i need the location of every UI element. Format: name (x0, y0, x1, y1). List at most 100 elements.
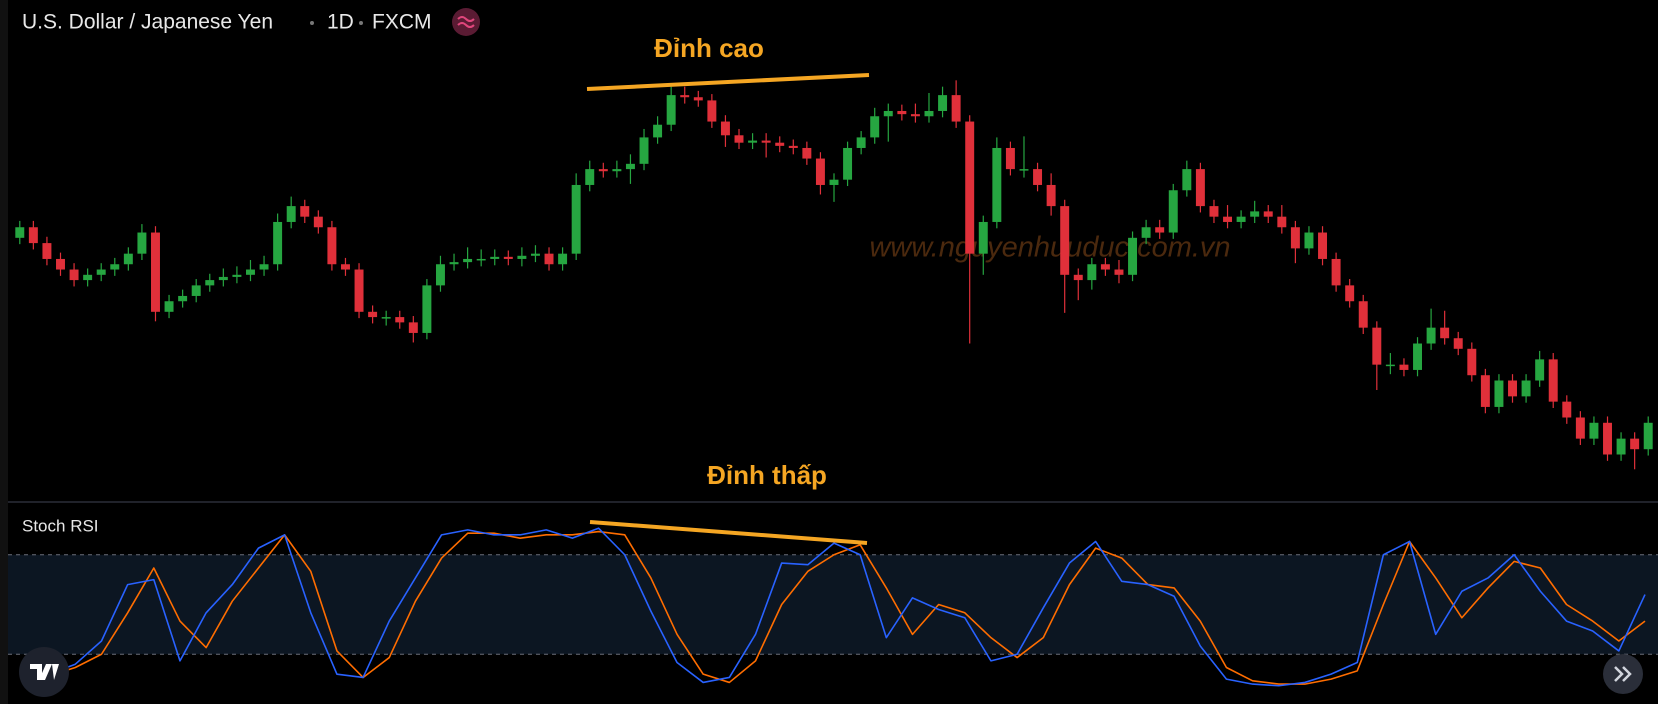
candle-body (1440, 327, 1450, 339)
candle-body (313, 216, 323, 228)
candle-body (1453, 338, 1463, 349)
candle-body (680, 95, 690, 98)
candles (15, 80, 1653, 470)
candle-body (829, 179, 839, 185)
candle-body (612, 169, 622, 172)
candle-body (1209, 206, 1219, 217)
candle-body (1236, 216, 1246, 222)
candle-body (1114, 269, 1124, 275)
candle-body (883, 110, 893, 117)
candle-body (1535, 359, 1545, 381)
candle-body (1141, 227, 1151, 238)
candle-body (137, 232, 147, 254)
candle-body (558, 253, 568, 265)
annotation: Đỉnh thấp (707, 460, 827, 490)
candle-body (1290, 227, 1300, 249)
candle-body (1521, 380, 1531, 397)
candle-body (1413, 343, 1422, 370)
candle-body (1128, 237, 1138, 275)
candle-body (1318, 232, 1328, 259)
candle-body (924, 110, 934, 117)
candle-body (408, 322, 418, 333)
left-edge (0, 0, 8, 704)
candle-body (435, 264, 445, 286)
candle-body (1033, 169, 1043, 185)
candle-body (1467, 348, 1477, 376)
candle-body (490, 256, 500, 259)
candle-body (164, 301, 174, 312)
candle-body (1331, 258, 1341, 286)
annotation: Đỉnh cao (654, 33, 764, 63)
candle-body (1643, 422, 1653, 450)
candle-body (449, 262, 459, 265)
candle-body (1195, 169, 1205, 207)
candle-body (205, 280, 215, 286)
candle-body (1385, 364, 1395, 367)
candle-body (1060, 206, 1070, 275)
indicator-icon[interactable] (452, 8, 480, 36)
candle-body (897, 110, 907, 115)
candle-body (273, 221, 283, 265)
candle-body (83, 274, 93, 281)
separator-dot (359, 21, 363, 25)
candle-body (327, 227, 337, 265)
candle-body (246, 269, 255, 275)
candle-body (951, 95, 961, 122)
stoch-band (8, 554, 1658, 655)
scroll-glyph (1614, 666, 1632, 682)
candle-body (368, 311, 378, 318)
candle-body (693, 97, 703, 101)
candle-body (1019, 169, 1029, 171)
candle-body (151, 232, 160, 312)
candle-body (666, 95, 676, 125)
stoch-lines (22, 527, 1646, 687)
candle-body (503, 256, 513, 259)
source: FXCM (372, 11, 432, 34)
candle-body (1087, 264, 1097, 281)
candle-body (1562, 401, 1572, 418)
separator-dot (310, 21, 314, 25)
candle-body (178, 295, 188, 302)
candle-body (517, 255, 527, 259)
candle-body (815, 158, 825, 185)
stoch-line (22, 527, 1646, 687)
candle-body (1589, 422, 1599, 439)
symbol-title: U.S. Dollar / Japanese Yen (22, 11, 273, 34)
candle-body (340, 264, 350, 270)
candle-body (544, 253, 554, 265)
candle-body (843, 147, 853, 180)
candle-body (191, 285, 201, 296)
candle-body (1182, 169, 1192, 191)
candle-body (354, 269, 364, 312)
candle-body (15, 227, 25, 238)
candle-body (1372, 327, 1382, 365)
candle-body (232, 274, 242, 277)
candle-body (1073, 274, 1083, 281)
candle-body (1263, 211, 1273, 217)
candle-body (42, 243, 52, 259)
candle-body (1046, 184, 1056, 207)
candle-body (422, 285, 432, 333)
candle-body (910, 114, 920, 117)
candle-body (965, 121, 975, 254)
candle-body (1426, 327, 1436, 344)
trend-line-stoch (589, 520, 868, 545)
candle-body (775, 142, 785, 146)
candle-body (1005, 147, 1015, 170)
candle-body (1508, 380, 1517, 397)
candle-body (734, 135, 744, 143)
candle-body (1548, 359, 1558, 402)
candle-body (96, 269, 106, 275)
candle-body (463, 258, 473, 263)
candle-body (381, 317, 391, 319)
candle-body (1399, 364, 1409, 370)
candle-body (992, 147, 1002, 222)
candle-body (1250, 211, 1260, 217)
candle-body (1630, 438, 1640, 450)
candle-body (395, 317, 405, 323)
candle-body (286, 206, 296, 222)
interval[interactable]: 1D (327, 11, 354, 34)
candle-body (28, 227, 38, 244)
